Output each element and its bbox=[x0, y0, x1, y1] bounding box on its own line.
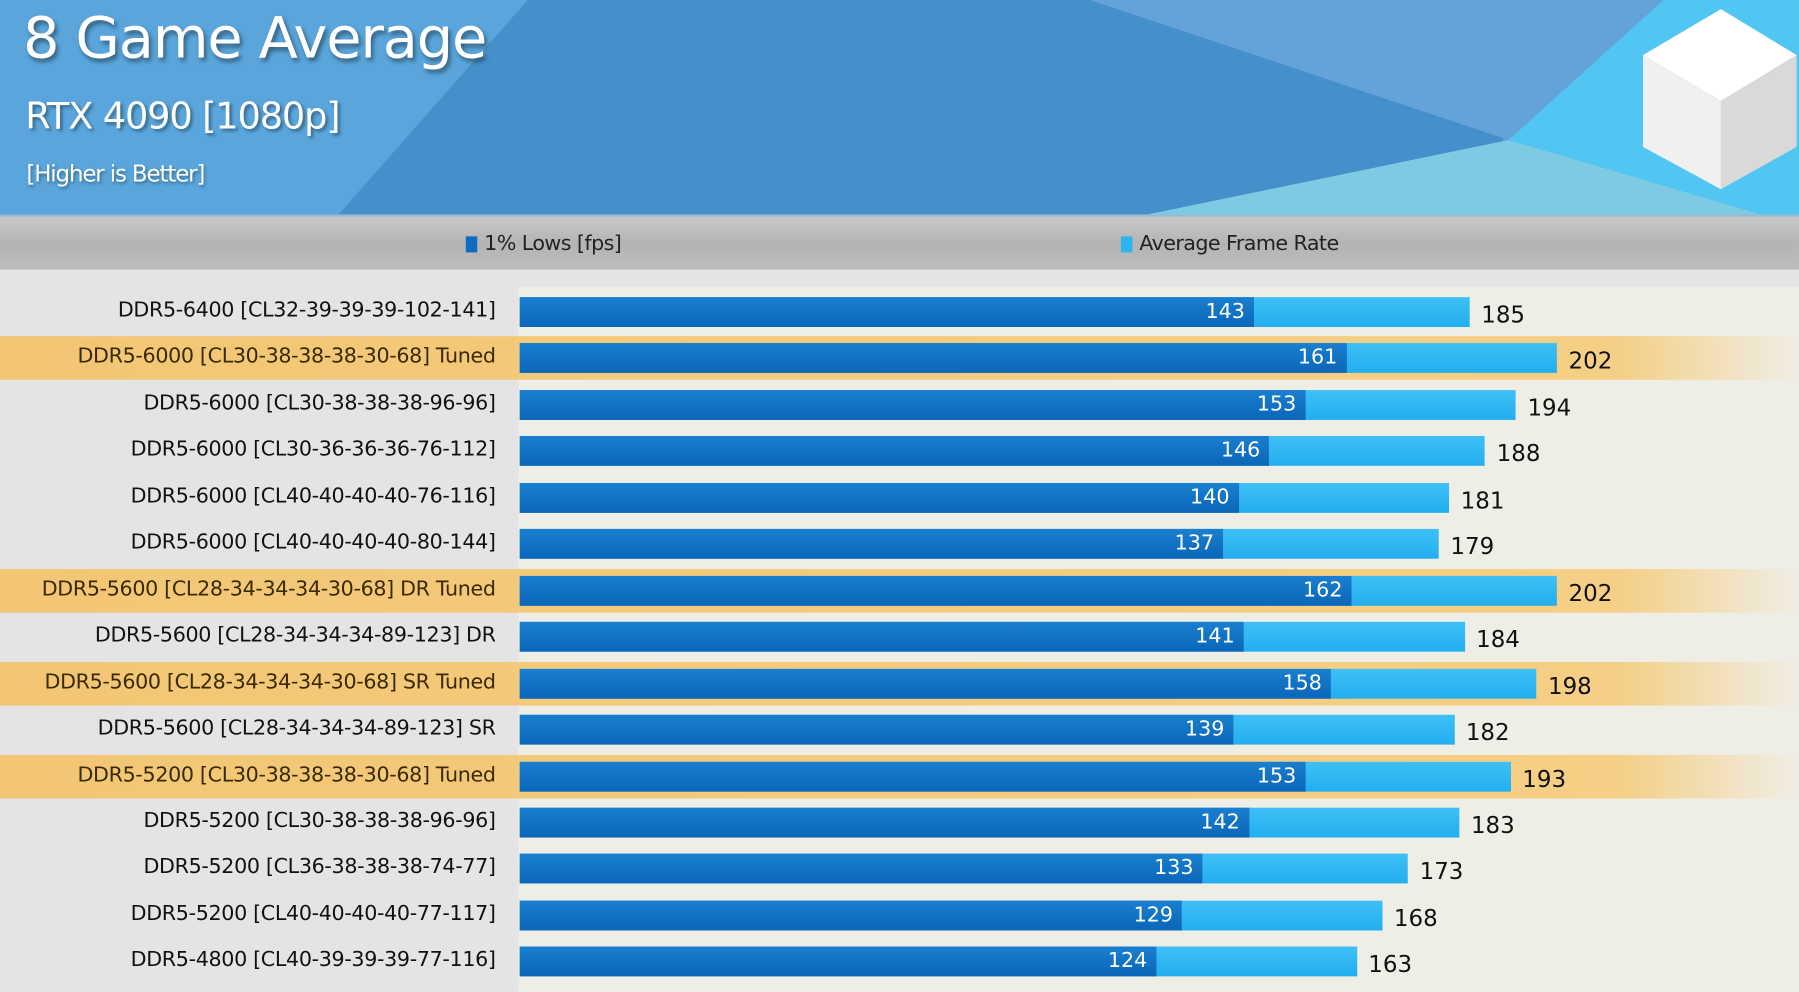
bar-row: DDR5-5600 [CL28-34-34-34-89-123] SR 139 18… bbox=[0, 707, 1799, 753]
chart-note: [Higher is Better] bbox=[26, 159, 205, 188]
bar-lows bbox=[519, 482, 1239, 513]
lows-value-label: 124 bbox=[1107, 949, 1148, 974]
bar-lows bbox=[519, 807, 1249, 838]
category-label: DDR5-6000 [CL40-40-40-40-80-144] bbox=[130, 530, 496, 555]
lows-value-label: 146 bbox=[1220, 438, 1261, 463]
bar-lows bbox=[519, 343, 1347, 374]
bar-lows bbox=[519, 297, 1255, 327]
category-label: DDR5-6000 [CL40-40-40-40-76-116] bbox=[130, 483, 496, 509]
category-label: DDR5-5600 [CL28-34-34-34-30-68] DR Tuned bbox=[41, 576, 496, 601]
average-value-label: 188 bbox=[1496, 439, 1541, 468]
bar-row: DDR5-5200 [CL30-38-38-38-96-96] 142 183 bbox=[0, 800, 1799, 846]
average-value-label: 183 bbox=[1470, 811, 1515, 839]
header-background bbox=[338, 0, 1799, 215]
bar-row: DDR5-6000 [CL30-36-36-36-76-112] 146 188 bbox=[0, 428, 1799, 474]
bar-lows bbox=[519, 714, 1234, 745]
bar-row: DDR5-5600 [CL28-34-34-34-30-68] SR Tuned… bbox=[0, 660, 1799, 706]
category-label: DDR5-4800 [CL40-39-39-39-77-116] bbox=[130, 948, 496, 973]
bar-lows bbox=[519, 946, 1157, 977]
bar-lows bbox=[519, 529, 1224, 560]
average-value-label: 181 bbox=[1460, 486, 1505, 514]
bar-lows bbox=[519, 854, 1203, 884]
bar-row: DDR5-5200 [CL30-38-38-38-30-68] Tuned 153… bbox=[0, 753, 1799, 799]
average-value-label: 184 bbox=[1476, 625, 1520, 653]
category-label: DDR5-6000 [CL30-38-38-38-30-68] Tuned bbox=[77, 344, 496, 369]
average-value-label: 198 bbox=[1547, 671, 1592, 700]
lows-value-label: 140 bbox=[1190, 485, 1230, 510]
category-label: DDR5-5200 [CL30-38-38-38-30-68] Tuned bbox=[77, 762, 496, 787]
average-value-label: 202 bbox=[1568, 579, 1613, 607]
bar-row: DDR5-6000 [CL40-40-40-40-76-116] 140 181 bbox=[0, 475, 1799, 521]
average-value-label: 202 bbox=[1568, 346, 1613, 375]
category-label: DDR5-6400 [CL32-39-39-39-102-141] bbox=[117, 298, 496, 323]
lows-value-label: 142 bbox=[1200, 809, 1240, 835]
category-label: DDR5-5200 [CL36-38-38-38-74-77] bbox=[143, 855, 496, 880]
legend-item-lows: 1% Lows [fps] bbox=[465, 231, 622, 256]
category-label: DDR5-5600 [CL28-34-34-34-89-123] SR bbox=[97, 715, 496, 741]
bar-row: DDR5-4800 [CL40-39-39-39-77-116] 124 163 bbox=[0, 939, 1799, 985]
bar-lows bbox=[519, 575, 1352, 606]
legend-label-lows: 1% Lows [fps] bbox=[484, 231, 622, 256]
lows-value-label: 137 bbox=[1174, 531, 1215, 556]
bar-row: DDR5-6000 [CL30-38-38-38-96-96] 153 194 bbox=[0, 382, 1799, 428]
bar-row: DDR5-6000 [CL30-38-38-38-30-68] Tuned 161… bbox=[0, 336, 1799, 382]
average-value-label: 179 bbox=[1450, 532, 1495, 561]
bar-lows bbox=[519, 761, 1306, 792]
lows-value-label: 141 bbox=[1195, 624, 1235, 649]
bar-row: DDR5-5600 [CL28-34-34-34-30-68] DR Tuned… bbox=[0, 568, 1799, 614]
average-value-label: 185 bbox=[1481, 300, 1526, 329]
lows-value-label: 129 bbox=[1133, 902, 1173, 927]
lows-value-label: 143 bbox=[1205, 299, 1245, 324]
legend-swatch-avg bbox=[1120, 235, 1133, 252]
bar-row: DDR5-5600 [CL28-34-34-34-89-123] DR 141 18… bbox=[0, 614, 1799, 660]
lows-value-label: 139 bbox=[1184, 717, 1225, 742]
chart-header: 8 Game Average RTX 4090 [1080p] [Higher … bbox=[0, 0, 1799, 215]
cube-logo-icon bbox=[1642, 9, 1797, 190]
legend-item-avg: Average Frame Rate bbox=[1120, 231, 1339, 256]
lows-value-label: 158 bbox=[1282, 670, 1322, 695]
average-value-label: 168 bbox=[1393, 903, 1438, 932]
lows-value-label: 133 bbox=[1154, 856, 1194, 881]
bar-row: DDR5-5200 [CL40-40-40-40-77-117] 129 168 bbox=[0, 892, 1799, 938]
bar-row: DDR5-6000 [CL40-40-40-40-80-144] 137 179 bbox=[0, 521, 1799, 567]
bar-row: DDR5-5200 [CL36-38-38-38-74-77] 133 173 bbox=[0, 846, 1799, 892]
bar-lows bbox=[519, 900, 1183, 931]
category-label: DDR5-5200 [CL40-40-40-40-77-117] bbox=[130, 901, 496, 926]
chart-subtitle: RTX 4090 [1080p] bbox=[25, 94, 340, 138]
legend-label-avg: Average Frame Rate bbox=[1139, 231, 1339, 256]
bar-row: DDR5-6400 [CL32-39-39-39-102-141] 143 185 bbox=[0, 289, 1799, 335]
category-label: DDR5-5600 [CL28-34-34-34-30-68] SR Tuned bbox=[44, 669, 496, 694]
category-label: DDR5-6000 [CL30-38-38-38-96-96] bbox=[143, 391, 496, 416]
bar-lows bbox=[519, 436, 1270, 467]
category-label: DDR5-5200 [CL30-38-38-38-96-96] bbox=[143, 808, 496, 833]
bar-lows bbox=[519, 621, 1244, 652]
average-value-label: 194 bbox=[1527, 393, 1572, 421]
average-value-label: 182 bbox=[1465, 718, 1510, 746]
lows-value-label: 162 bbox=[1303, 577, 1343, 602]
bar-lows bbox=[519, 389, 1306, 420]
chart-title: 8 Game Average bbox=[22, 4, 487, 72]
lows-value-label: 153 bbox=[1256, 392, 1297, 417]
legend: 1% Lows [fps] Average Frame Rate bbox=[0, 214, 1799, 270]
lows-value-label: 161 bbox=[1297, 345, 1338, 370]
lows-value-label: 153 bbox=[1256, 763, 1297, 788]
average-value-label: 173 bbox=[1419, 857, 1464, 886]
bar-lows bbox=[519, 668, 1332, 699]
category-label: DDR5-5600 [CL28-34-34-34-89-123] DR bbox=[94, 623, 496, 648]
average-value-label: 163 bbox=[1368, 950, 1413, 978]
average-value-label: 193 bbox=[1522, 764, 1567, 793]
legend-swatch-lows bbox=[465, 235, 478, 252]
category-label: DDR5-6000 [CL30-36-36-36-76-112] bbox=[130, 437, 496, 462]
